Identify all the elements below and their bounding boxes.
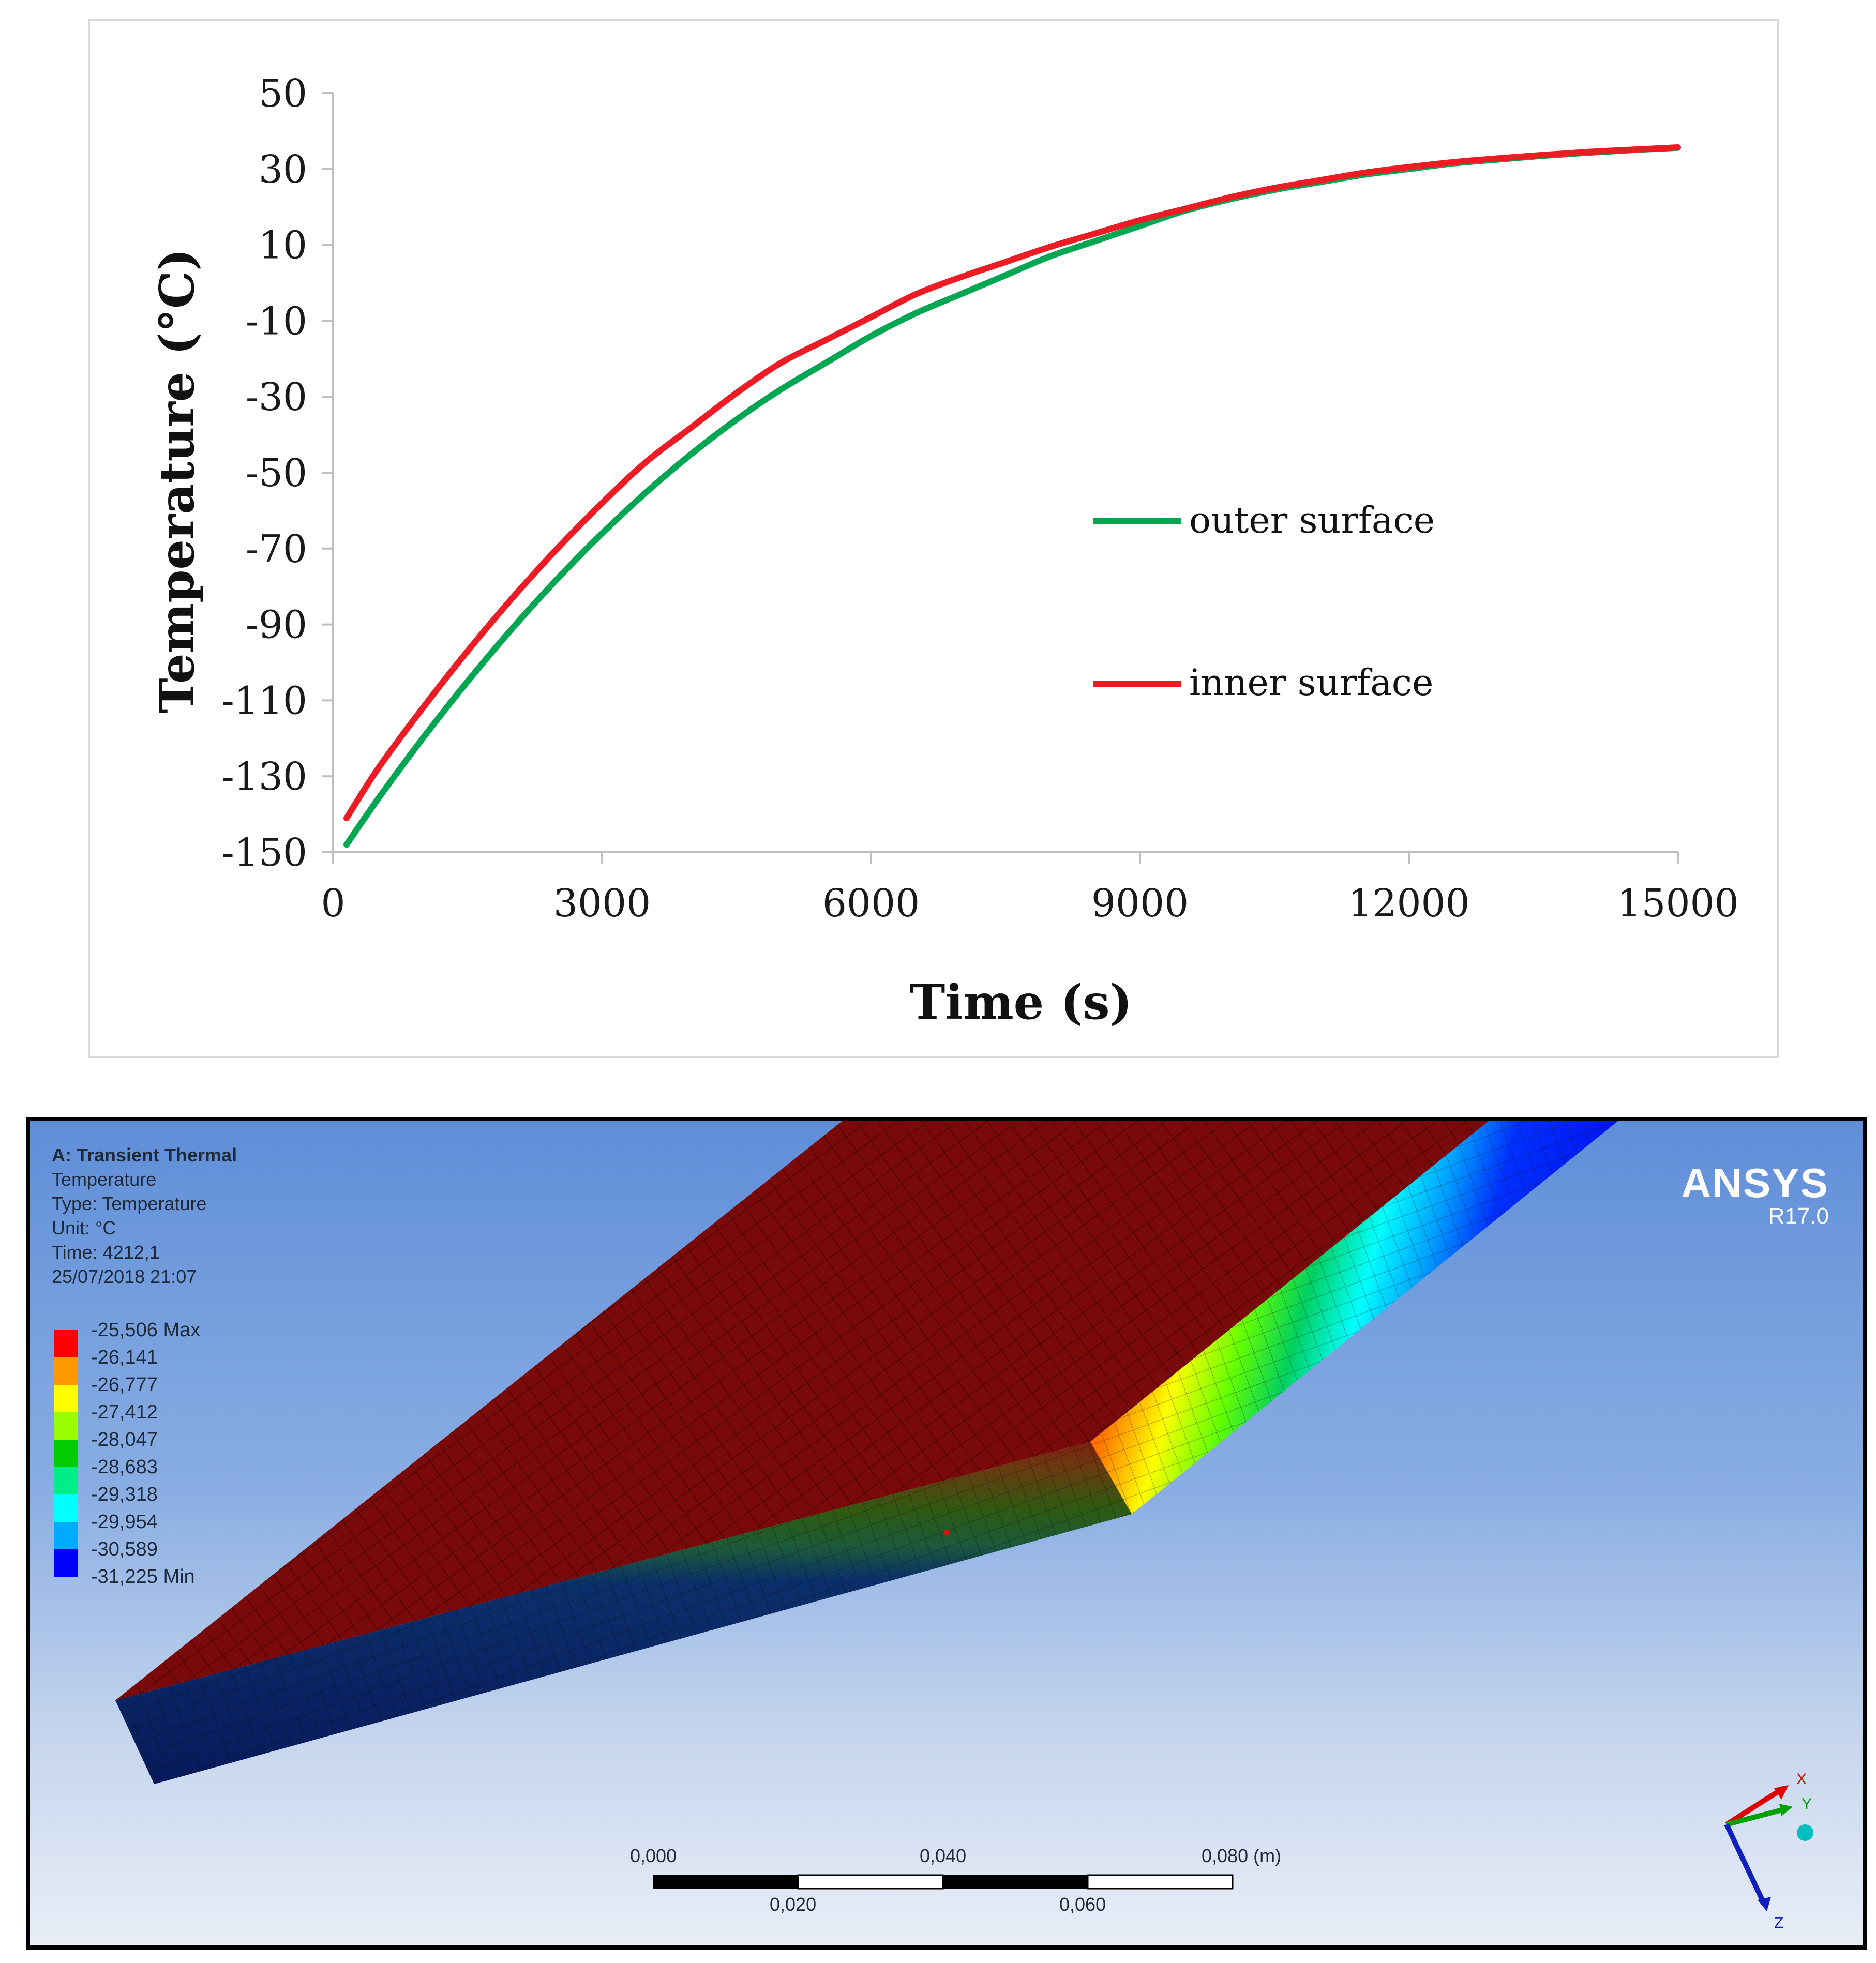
result-type: Type: Temperature [52,1193,207,1214]
scale-label-60: 0,060 [1059,1894,1106,1915]
triad-y-label: Y [1802,1795,1812,1813]
ansys-logo: ANSYS R17.0 [1681,1162,1829,1229]
scale-label-80: 0,080 (m) [1202,1845,1282,1866]
scale-label-0: 0,000 [630,1845,677,1866]
x-tick-label: 0 [321,881,345,926]
legend-color-swatch [54,1357,78,1385]
result-time: Time: 4212,1 [52,1242,160,1263]
legend-label-inner-surface: inner surface [1189,661,1433,704]
y-tick-label: -30 [246,375,307,419]
result-info: A: Transient Thermal Temperature Type: T… [52,1143,237,1289]
fea-model[interactable]: X Y Z [30,1121,1863,1945]
axis-triad[interactable]: X Y Z [1724,1771,1813,1931]
result-unit: Unit: °C [52,1217,116,1239]
y-tick-label: -50 [246,451,307,495]
triad-x-label: X [1796,1771,1807,1788]
series-line-outer-surface [343,144,1681,848]
legend-color-swatch [54,1440,78,1467]
x-axis-title: Time (s) [910,974,1132,1030]
triad-z-label: Z [1774,1914,1783,1931]
legend-color-swatch [54,1330,78,1357]
y-tick-label: -110 [221,678,307,723]
temperature-chart: 50 30 10 -10 -30 -50 -70 -90 -110 -130 -150 0 3000 60… [149,71,1739,1030]
y-tick-label: -130 [221,754,307,799]
color-legend-bar [54,1330,78,1577]
scale-label-40: 0,040 [920,1845,967,1866]
legend-value: -26,141 [91,1347,158,1368]
y-tick-label: -10 [246,299,307,343]
y-tick-label: 30 [259,147,307,192]
legend-value: -31,225 Min [91,1566,195,1588]
chart-panel: 50 30 10 -10 -30 -50 -70 -90 -110 -130 -150 0 3000 60… [88,19,1779,1058]
series-line-inner-surface [343,144,1681,821]
y-tick-label: 50 [259,71,307,116]
ansys-brand: ANSYS [1681,1160,1829,1206]
result-name: Temperature [52,1169,157,1190]
x-tick-label: 12000 [1348,881,1469,926]
legend-value: -28,683 [91,1456,158,1478]
color-legend-values: -25,506 Max -26,141 -26,777 -27,412 -28,047 -… [91,1317,200,1591]
x-tick-label: 3000 [553,881,651,926]
y-tick-label: -90 [246,603,307,647]
y-tick-label: -150 [221,830,307,875]
x-tick-label: 9000 [1091,881,1189,926]
legend-color-swatch [54,1467,78,1494]
scale-label-20: 0,020 [770,1894,817,1915]
chart-axes [332,93,1678,853]
y-tick-label: 10 [259,223,307,268]
plate-front-mesh [115,1442,1132,1784]
legend-value: -30,589 [91,1538,158,1560]
legend-color-swatch [54,1549,78,1577]
legend-value: -25,506 Max [91,1319,201,1341]
legend-color-swatch [54,1522,78,1549]
legend-value: -29,954 [91,1511,158,1533]
ansys-version: R17.0 [1768,1203,1829,1229]
ansys-viewport[interactable]: X Y Z A: Transient Thermal Temperature T… [26,1117,1867,1950]
legend-value: -29,318 [91,1484,158,1505]
analysis-title: A: Transient Thermal [52,1144,237,1166]
legend-value: -27,412 [91,1401,158,1423]
x-tick-label: 6000 [822,881,920,926]
plate-side-mesh [1090,1121,1618,1514]
probe-marker [944,1530,949,1535]
legend-color-swatch [54,1385,78,1412]
legend-value: -26,777 [91,1374,158,1396]
chart-ticks: 50 30 10 -10 -30 -50 -70 -90 -110 -130 -150 0 3000 60… [221,71,1739,926]
chart-series [343,144,1681,848]
chart-legend: outer surface inner surface [1093,499,1435,704]
legend-color-swatch [54,1494,78,1522]
result-date: 25/07/2018 21:07 [52,1266,197,1287]
y-axis-title: Temperature (°C) [149,248,205,713]
y-tick-label: -70 [246,527,307,571]
scale-bar [653,1874,1234,1890]
plate-top-face[interactable] [115,1121,1489,1700]
x-tick-label: 15000 [1617,881,1738,926]
legend-label-outer-surface: outer surface [1189,499,1435,541]
legend-color-swatch [54,1412,78,1440]
legend-value: -28,047 [91,1429,158,1451]
